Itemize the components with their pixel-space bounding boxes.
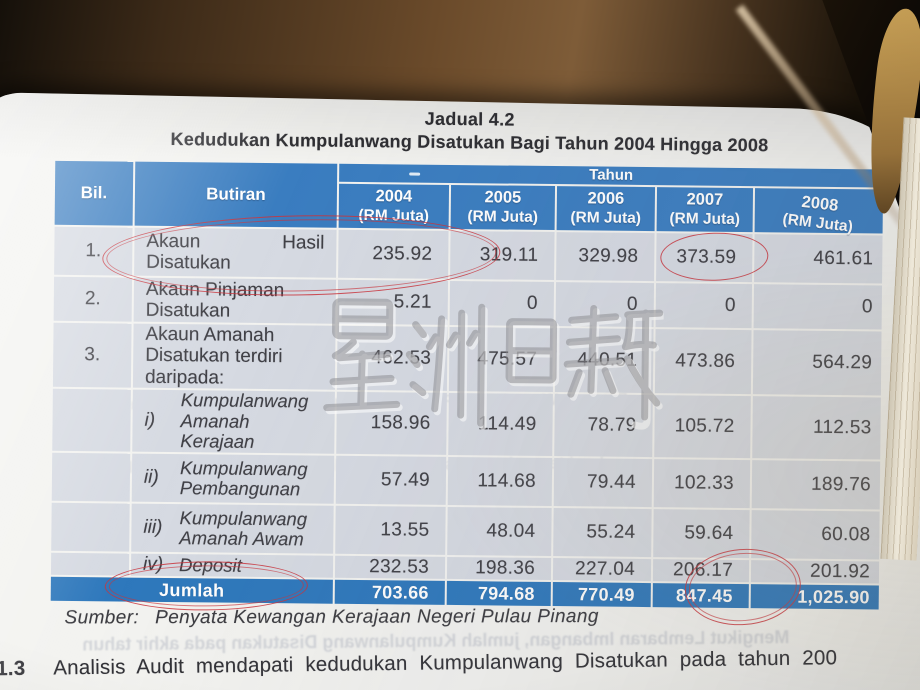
row-label-akaun-amanah: Akaun Amanah Disatukan terdiri daripada: xyxy=(132,324,336,390)
source-line: Sumber: Penyata Kewangan Kerajaan Negeri … xyxy=(64,606,598,629)
row-label-kw-amanah-kerajaan: i) Kumpulanwang Amanah Kerajaan xyxy=(132,389,335,454)
value-cell: 13.55 xyxy=(335,505,446,555)
row-label-kw-amanah-awam: iii) Kumpulanwang Amanah Awam xyxy=(131,503,334,554)
row-number-empty xyxy=(51,502,130,552)
value-cell: 329.98 xyxy=(556,232,655,282)
value-cell: 0 xyxy=(655,283,753,329)
value-cell: 57.49 xyxy=(335,455,447,505)
row-number-empty xyxy=(50,552,130,576)
value-cell: 0 xyxy=(753,284,883,330)
value-cell: 79.44 xyxy=(553,458,653,508)
value-cell: 102.33 xyxy=(653,459,751,509)
col-header-2005: 2005 (RM Juta) xyxy=(450,184,556,231)
value-cell: 227.04 xyxy=(552,558,652,582)
total-value: 770.49 xyxy=(552,582,651,608)
row-number: 2. xyxy=(53,276,133,322)
value-cell: 232.53 xyxy=(334,555,446,579)
col-header-2008: 2008 (RM Juta) xyxy=(754,188,884,236)
col-header-bil: Bil. xyxy=(54,160,134,226)
value-cell: 48.04 xyxy=(447,506,552,557)
value-cell: 112.53 xyxy=(752,396,881,460)
sin-chew-daily-watermark-icon xyxy=(323,298,664,430)
value-cell: 105.72 xyxy=(654,395,751,459)
annotation-circle-jumlah xyxy=(104,560,309,612)
source-label: Sumber: xyxy=(64,607,140,629)
row-number-empty xyxy=(52,388,131,452)
value-cell: 189.76 xyxy=(751,460,881,510)
col-header-2007: 2007 (RM Juta) xyxy=(656,187,754,233)
row-number: 3. xyxy=(52,322,132,388)
report-page: Penyata Wang Tunai, Penyata Pelaburan da… xyxy=(0,92,920,690)
value-cell: 564.29 xyxy=(752,330,882,396)
page-content: Penyata Wang Tunai, Penyata Pelaburan da… xyxy=(0,92,920,690)
value-cell: 198.36 xyxy=(446,556,552,581)
print-artifact xyxy=(409,172,421,176)
value-cell: 55.24 xyxy=(553,508,652,558)
total-value: 703.66 xyxy=(334,579,445,605)
value-cell: 473.86 xyxy=(654,329,752,395)
col-header-2006: 2006 (RM Juta) xyxy=(556,186,656,232)
value-cell: 114.68 xyxy=(447,456,553,507)
value-cell: 461.61 xyxy=(754,234,883,284)
section-number: 1.3 xyxy=(0,656,26,681)
total-value: 794.68 xyxy=(446,580,551,607)
row-label-kw-pembangunan: ii) Kumpulanwang Pembangunan xyxy=(131,453,335,504)
row-number-empty xyxy=(51,452,131,502)
